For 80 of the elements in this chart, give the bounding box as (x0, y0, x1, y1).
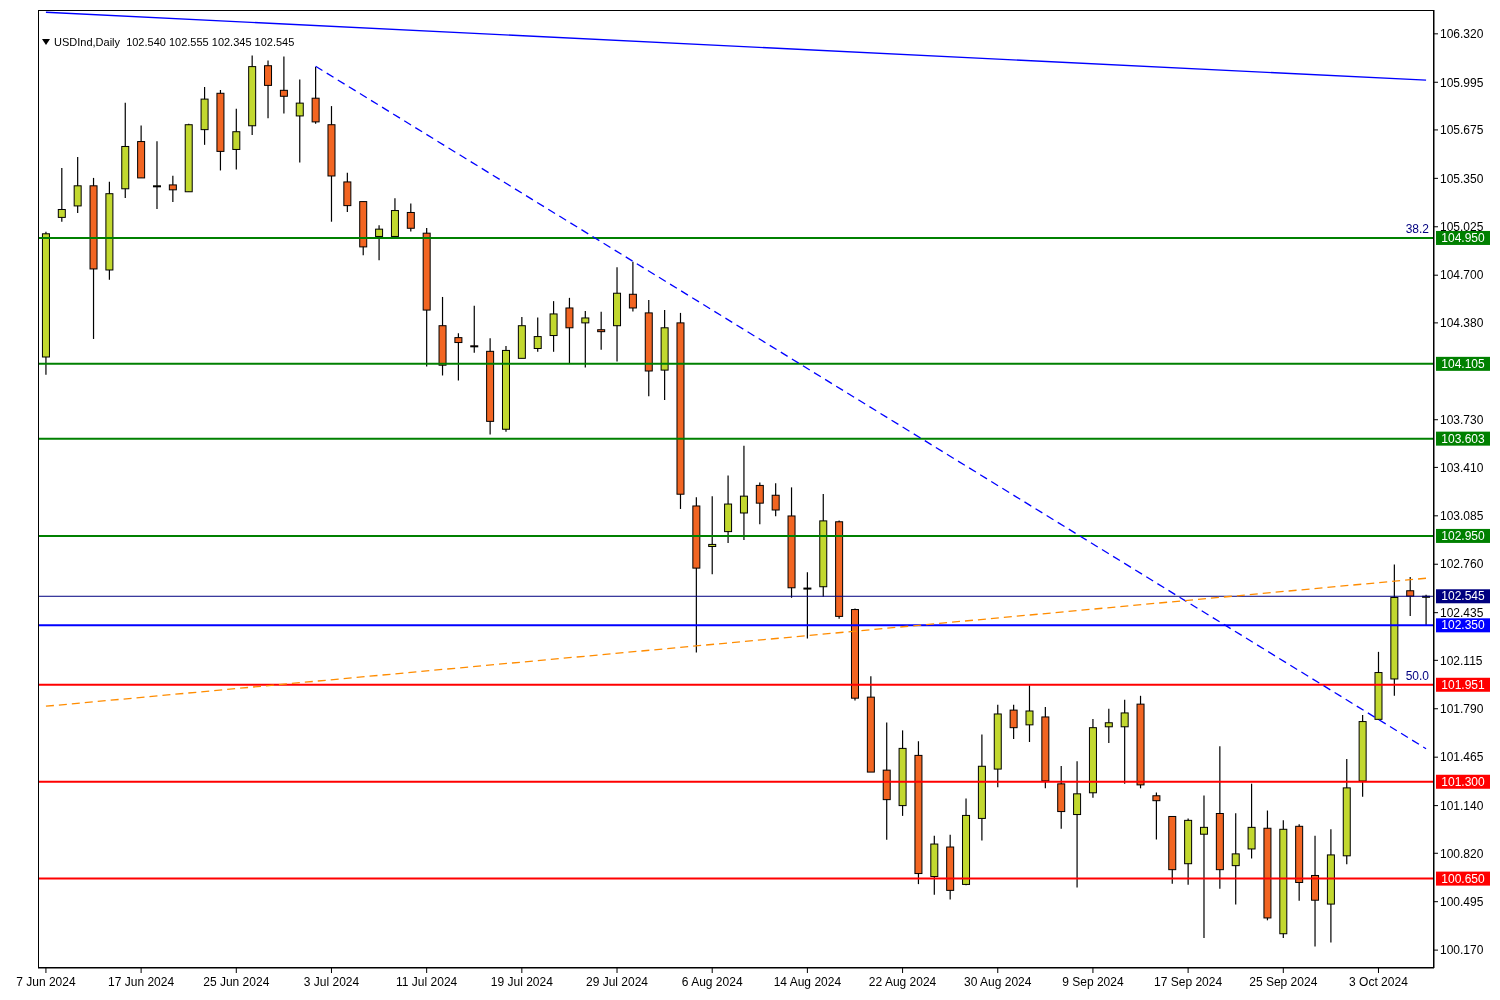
candlestick (1247, 783, 1256, 860)
x-tick-label: 3 Jul 2024 (303, 975, 360, 989)
x-tick-label: 29 Jul 2024 (585, 975, 649, 989)
y-tick-label: 103.730 (1440, 412, 1484, 427)
candlestick (1152, 791, 1161, 841)
x-tick-label: 7 Jun 2024 (16, 975, 76, 989)
y-tick-label: 105.675 (1440, 123, 1484, 138)
candlestick (279, 55, 288, 114)
candlestick (771, 482, 780, 517)
x-tick-label: 17 Jun 2024 (108, 975, 175, 989)
x-tick-label: 14 Aug 2024 (773, 975, 842, 989)
annotation: 50.0 (1405, 668, 1430, 683)
x-tick-label: 30 Aug 2024 (964, 975, 1032, 989)
ref-line-label: 104.950 (1441, 230, 1486, 245)
y-tick-label: 101.790 (1440, 702, 1484, 717)
x-tick-label: 19 Jul 2024 (490, 975, 554, 989)
candlestick (565, 297, 574, 364)
candlestick (470, 305, 479, 354)
candlestick (549, 300, 558, 353)
y-tick-label: 101.465 (1440, 750, 1484, 765)
y-tick-label: 106.320 (1440, 27, 1484, 42)
ref-line-label: 102.350 (1441, 618, 1486, 633)
y-tick-label: 105.350 (1440, 171, 1484, 186)
candlestick (152, 140, 161, 210)
ref-line-label: 101.300 (1441, 774, 1486, 789)
candlestick (1406, 576, 1415, 617)
x-tick-label: 6 Aug 2024 (681, 975, 743, 989)
x-tick-label: 17 Sep 2024 (1154, 975, 1223, 989)
candlestick (232, 108, 241, 171)
candlestick (581, 310, 590, 369)
candlestick (375, 224, 384, 261)
candlestick (168, 175, 177, 203)
ref-line-label: 102.950 (1441, 528, 1486, 543)
candlestick (1120, 699, 1129, 785)
y-tick-label: 100.820 (1440, 846, 1484, 861)
candlestick (264, 59, 273, 119)
candlestick (597, 311, 606, 351)
candlestick (1104, 708, 1113, 744)
x-tick-label: 3 Oct 2024 (1349, 975, 1409, 989)
x-tick-label: 25 Sep 2024 (1249, 975, 1318, 989)
candlestick (1025, 684, 1034, 743)
candlestick (755, 481, 764, 525)
candlestick (406, 202, 415, 233)
y-tick-label: 100.170 (1440, 943, 1484, 958)
ref-line-label: 101.951 (1441, 677, 1486, 692)
candlestick (533, 316, 542, 353)
ref-line-label: 104.105 (1441, 356, 1486, 371)
candlestick (311, 66, 320, 125)
candlestick (708, 495, 717, 575)
candlestick (628, 261, 637, 312)
ref-line-label: 103.603 (1441, 431, 1486, 446)
annotation: 38.2 (1405, 221, 1430, 236)
ref-line-label: 102.545 (1441, 589, 1486, 604)
y-tick-label: 102.760 (1440, 557, 1484, 572)
y-tick-label: 104.700 (1440, 268, 1484, 283)
candlestick (1231, 812, 1240, 906)
x-tick-label: 11 Jul 2024 (396, 975, 458, 989)
x-tick-label: 9 Sep 2024 (1062, 975, 1124, 989)
y-tick-label: 105.995 (1440, 75, 1484, 90)
candlestick (1073, 760, 1082, 888)
x-tick-label: 22 Aug 2024 (868, 975, 937, 989)
x-tick-label: 25 Jun 2024 (203, 975, 270, 989)
candlestick (57, 167, 66, 223)
candlestick (1199, 795, 1208, 939)
y-tick-label: 104.380 (1440, 316, 1484, 331)
candlestick (343, 172, 352, 213)
y-tick-label: 102.115 (1440, 653, 1483, 668)
candlestick (295, 78, 304, 164)
candlestick (739, 445, 748, 541)
y-tick-label: 100.495 (1440, 894, 1484, 909)
candlestick (1009, 704, 1018, 740)
candlestick (454, 332, 463, 381)
candlestick (73, 156, 82, 214)
y-tick-label: 103.410 (1440, 460, 1484, 475)
y-tick-label: 103.085 (1440, 509, 1484, 524)
ref-line-label: 100.650 (1441, 871, 1486, 886)
y-tick-label: 101.140 (1440, 798, 1484, 813)
y-tick-label: 102.435 (1440, 605, 1484, 620)
text: USDInd,Daily 102.540 102.555 102.345 102.545 (54, 36, 295, 48)
candlestick (803, 571, 812, 640)
